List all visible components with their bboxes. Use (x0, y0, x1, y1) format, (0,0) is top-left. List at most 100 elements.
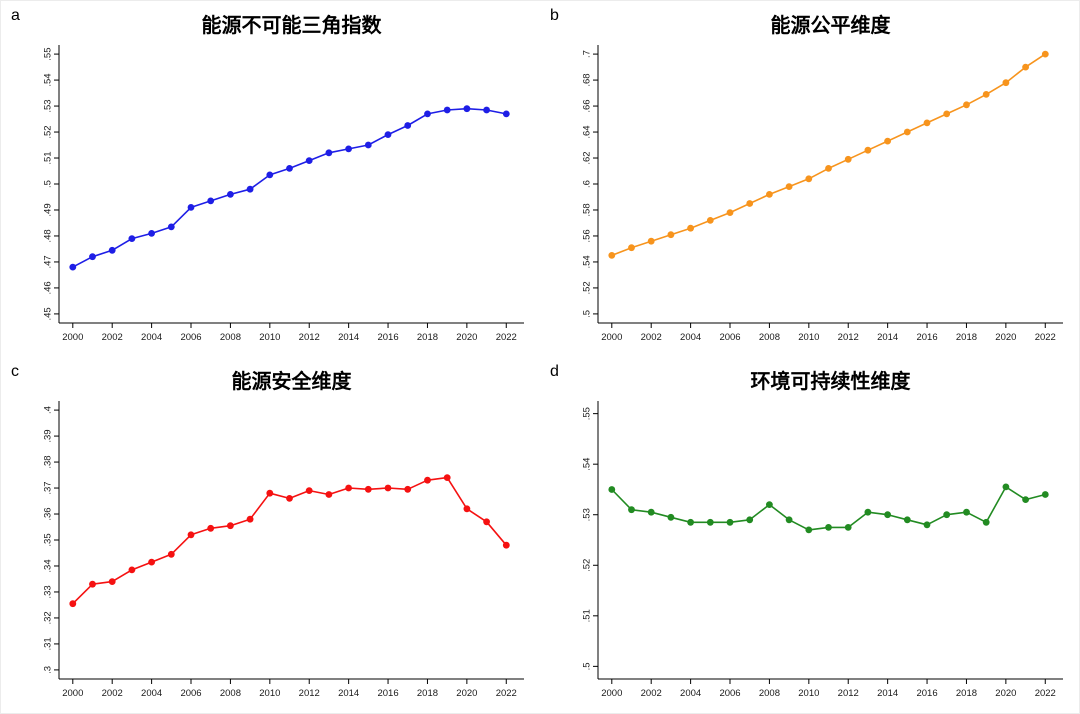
y-tick-label: .7 (582, 50, 593, 58)
y-tick-label: .36 (43, 507, 54, 520)
data-point-marker (483, 518, 490, 526)
y-tick-label: .47 (43, 255, 54, 268)
axes: .5 .52 .54 .56 .58 .6 .62 .64 .66 .68 .7 2000 2002 20… (582, 45, 1063, 343)
data-point-marker (89, 580, 96, 588)
data-point-marker (463, 105, 471, 113)
panel-letter-c: c (11, 363, 19, 380)
y-tick-label: .51 (43, 151, 54, 164)
data-point-marker (667, 513, 675, 521)
data-point-marker (923, 119, 931, 127)
data-point-marker (1041, 50, 1049, 58)
x-tick-label: 2006 (719, 332, 740, 343)
data-point-marker (384, 131, 392, 139)
data-point-marker (628, 506, 635, 514)
chart-panel-c: c 能源安全维度 .3 .31 .32 .33 .34 .35 .36 .37 .38 .39 .4… (1, 357, 540, 713)
y-tick-label: .5 (582, 310, 593, 318)
data-point-marker (384, 484, 392, 492)
data-point-marker (89, 253, 96, 261)
data-point-marker (687, 224, 694, 232)
chart-area-d: .5 .51 .52 .53 .54 .55 2000 2002 2004 2006 2008 201… (540, 357, 1079, 713)
data-point-marker (647, 237, 655, 245)
y-tick-label: .37 (43, 481, 54, 494)
data-point-marker (667, 231, 675, 239)
data-point-marker (805, 175, 813, 183)
y-tick-label: .38 (43, 455, 54, 468)
series-b (608, 50, 1049, 259)
x-tick-label: 2018 (956, 332, 977, 343)
x-tick-label: 2006 (180, 688, 201, 699)
data-point-marker (726, 209, 734, 217)
data-point-marker (148, 230, 156, 237)
y-tick-label: .6 (582, 180, 593, 188)
data-point-marker (364, 485, 372, 493)
x-tick-label: 2012 (838, 332, 859, 343)
x-tick-label: 2014 (877, 332, 898, 343)
y-tick-label: .3 (43, 666, 54, 674)
y-tick-label: .35 (43, 533, 54, 546)
x-tick-label: 2018 (417, 688, 438, 699)
data-point-marker (608, 252, 616, 259)
series-d (608, 483, 1049, 534)
data-point-marker (128, 235, 136, 243)
data-point-marker (502, 110, 510, 118)
chart-area-c: .3 .31 .32 .33 .34 .35 .36 .37 .38 .39 .4 2000 2002 2… (1, 357, 540, 713)
x-tick-label: 2010 (798, 332, 819, 343)
data-point-marker (963, 101, 970, 109)
data-point-marker (325, 149, 333, 157)
x-tick-label: 2000 (601, 688, 622, 699)
x-tick-label: 2002 (641, 332, 662, 343)
x-tick-label: 2006 (180, 332, 201, 343)
chart-panel-b: b 能源公平维度 .5 .52 .54 .56 .58 .6 .62 .64 .66 .68 .7 2… (540, 1, 1079, 357)
y-tick-label: .54 (43, 73, 54, 86)
data-point-marker (825, 524, 832, 531)
data-point-marker (266, 489, 274, 497)
data-point-marker (903, 516, 911, 524)
y-tick-label: .4 (43, 406, 54, 414)
chart-canvas-d: .5 .51 .52 .53 .54 .55 2000 2002 2004 2006 2008 201… (582, 401, 1063, 699)
data-point-marker (785, 516, 793, 524)
data-point-marker (864, 508, 872, 516)
data-point-marker (227, 522, 234, 530)
data-point-marker (424, 110, 431, 118)
x-tick-label: 2020 (456, 332, 477, 343)
y-tick-label: .32 (43, 611, 54, 624)
y-tick-label: .53 (582, 508, 593, 521)
data-point-marker (608, 486, 616, 493)
panel-letter-d: d (550, 363, 559, 380)
chart-title-d: 环境可持续性维度 (750, 371, 911, 393)
x-tick-label: 2008 (759, 332, 780, 343)
y-tick-label: .33 (43, 585, 54, 598)
x-tick-label: 2012 (299, 688, 320, 699)
panel-letter-a: a (11, 7, 20, 24)
data-point-marker (706, 518, 714, 526)
y-tick-label: .58 (582, 203, 593, 216)
x-tick-label: 2012 (299, 332, 320, 343)
y-tick-label: .34 (43, 559, 54, 572)
panel-letter-b: b (550, 7, 559, 24)
x-tick-label: 2020 (456, 688, 477, 699)
y-tick-label: .52 (582, 559, 593, 572)
data-point-marker (207, 197, 215, 205)
chart-canvas-c: .3 .31 .32 .33 .34 .35 .36 .37 .38 .39 .4 2000 2002 2… (43, 401, 524, 699)
x-tick-label: 2004 (141, 688, 162, 699)
x-tick-label: 2022 (496, 332, 517, 343)
x-tick-label: 2022 (496, 688, 517, 699)
x-tick-label: 2012 (838, 688, 859, 699)
chart-title-a: 能源不可能三角指数 (201, 15, 382, 37)
x-tick-label: 2008 (220, 688, 241, 699)
x-tick-label: 2016 (377, 332, 398, 343)
y-tick-label: .5 (43, 180, 54, 188)
data-point-marker (943, 511, 951, 519)
y-tick-label: .48 (43, 229, 54, 242)
data-point-marker (844, 524, 852, 531)
x-tick-label: 2010 (259, 332, 280, 343)
y-tick-label: .55 (43, 47, 54, 60)
series-a (69, 105, 510, 271)
data-point-marker (982, 91, 990, 98)
data-point-marker (687, 518, 694, 526)
x-tick-label: 2008 (759, 688, 780, 699)
chart-panel-d: d 环境可持续性维度 .5 .51 .52 .53 .54 .55 2000 2002 2004… (540, 357, 1079, 713)
data-point-marker (502, 541, 510, 549)
y-tick-label: .53 (43, 99, 54, 112)
